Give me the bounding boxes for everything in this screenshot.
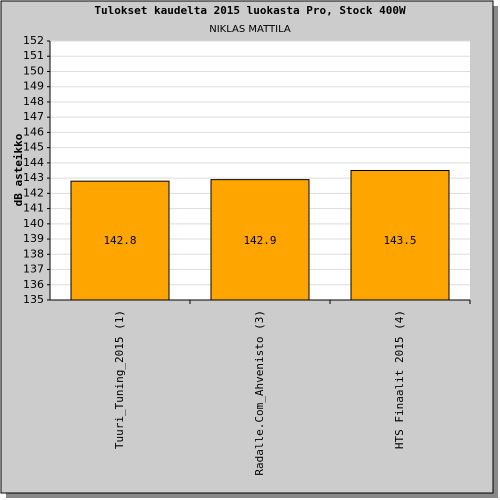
x-tick-label: HTS Finaalit 2015 (4): [393, 310, 406, 449]
y-axis-label: dB asteikko: [12, 133, 25, 206]
y-tick-label: 146: [23, 125, 44, 138]
y-tick-label: 151: [23, 49, 44, 62]
chart-title: Tulokset kaudelta 2015 luokasta Pro, Sto…: [94, 4, 406, 17]
y-tick-label: 138: [23, 247, 44, 260]
y-tick-label: 144: [23, 156, 44, 169]
y-tick-label: 136: [23, 278, 44, 291]
bar: [210, 179, 310, 301]
x-tick-label: Radalle.Com_Ahvenisto (3): [253, 310, 266, 476]
y-tick-label: 137: [23, 263, 44, 276]
y-tick-label: 147: [23, 110, 44, 123]
y-tick-label: 141: [23, 202, 44, 215]
value-label: 142.8: [103, 234, 136, 247]
y-tick-label: 152: [23, 34, 44, 47]
y-tick-label: 150: [23, 64, 44, 77]
value-label: 143.5: [383, 234, 416, 247]
bar: [350, 170, 450, 301]
x-tick-label: Tuuri_Tuning_2015 (1): [113, 310, 126, 449]
chart-subtitle: NIKLAS MATTILA: [209, 24, 291, 35]
y-tick-label: 140: [23, 217, 44, 230]
y-tick-label: 142: [23, 186, 44, 199]
y-tick-label: 135: [23, 293, 44, 306]
y-tick-label: 145: [23, 141, 44, 154]
y-tick-label: 139: [23, 232, 44, 245]
y-tick-label: 143: [23, 171, 44, 184]
y-tick-label: 148: [23, 95, 44, 108]
value-label: 142.9: [243, 234, 276, 247]
y-tick-label: 149: [23, 80, 44, 93]
bar: [70, 180, 170, 301]
